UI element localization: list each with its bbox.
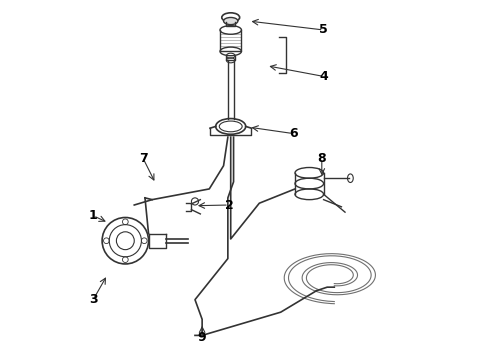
Text: 4: 4	[319, 70, 328, 83]
Text: 9: 9	[198, 331, 206, 344]
Text: 2: 2	[224, 198, 233, 212]
Text: 1: 1	[89, 209, 98, 222]
Ellipse shape	[223, 18, 238, 24]
Text: 3: 3	[89, 293, 98, 306]
Text: 5: 5	[319, 23, 328, 36]
Text: 7: 7	[139, 152, 147, 165]
Text: 6: 6	[289, 127, 297, 140]
Text: 8: 8	[318, 152, 326, 165]
